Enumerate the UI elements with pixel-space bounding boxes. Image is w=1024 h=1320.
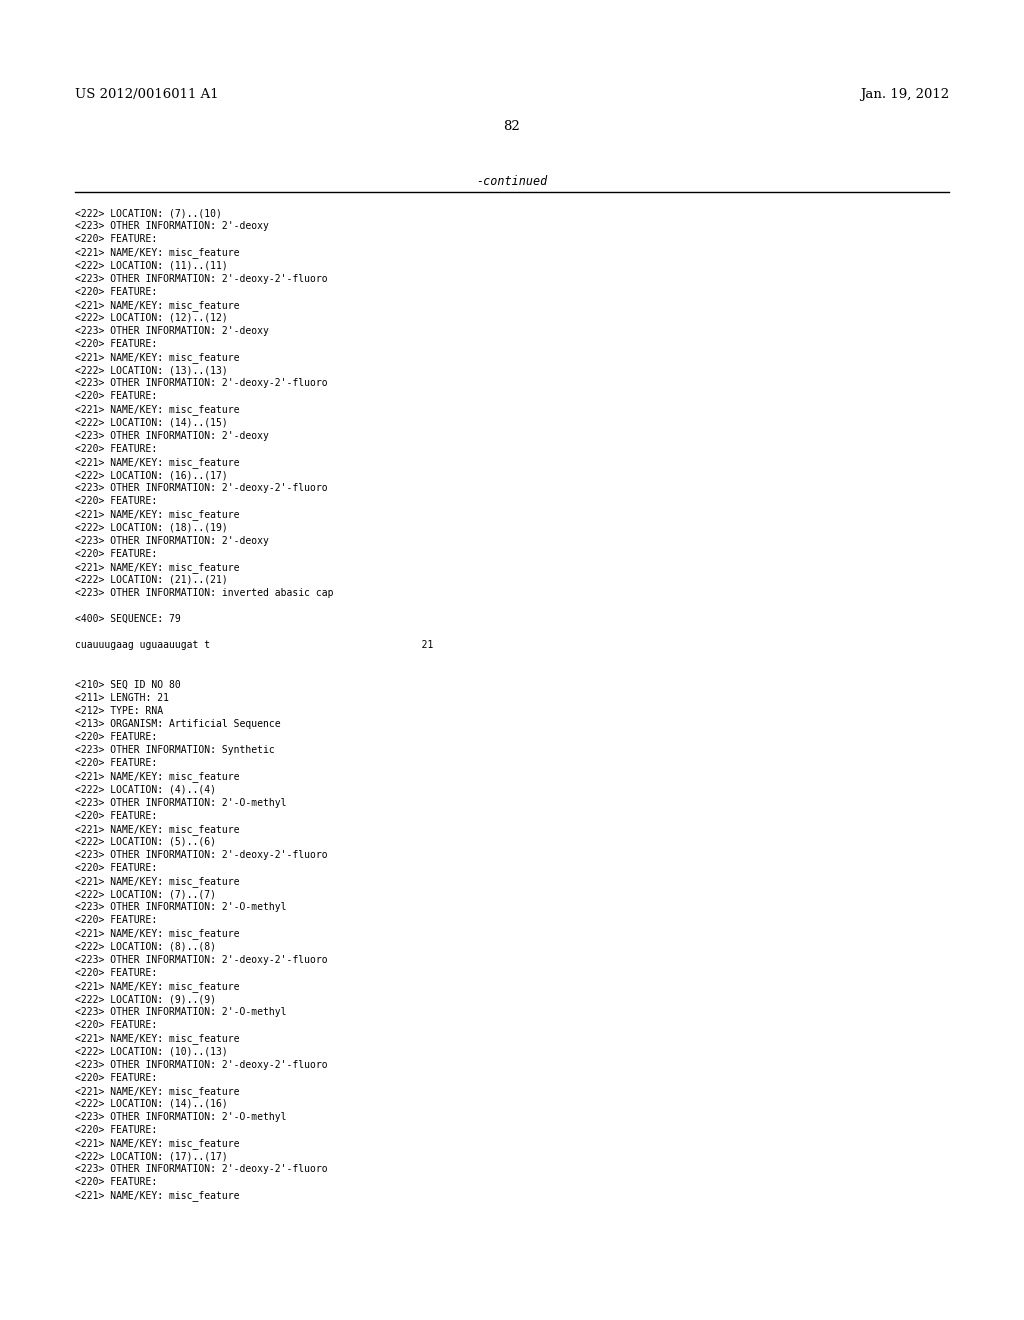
- Text: <222> LOCATION: (18)..(19): <222> LOCATION: (18)..(19): [75, 523, 227, 532]
- Text: <220> FEATURE:: <220> FEATURE:: [75, 810, 158, 821]
- Text: <212> TYPE: RNA: <212> TYPE: RNA: [75, 706, 163, 715]
- Text: <223> OTHER INFORMATION: inverted abasic cap: <223> OTHER INFORMATION: inverted abasic…: [75, 587, 334, 598]
- Text: <220> FEATURE:: <220> FEATURE:: [75, 234, 158, 244]
- Text: <223> OTHER INFORMATION: 2'-deoxy: <223> OTHER INFORMATION: 2'-deoxy: [75, 536, 269, 545]
- Text: <222> LOCATION: (16)..(17): <222> LOCATION: (16)..(17): [75, 470, 227, 480]
- Text: <223> OTHER INFORMATION: 2'-deoxy-2'-fluoro: <223> OTHER INFORMATION: 2'-deoxy-2'-flu…: [75, 1060, 328, 1069]
- Text: <220> FEATURE:: <220> FEATURE:: [75, 863, 158, 873]
- Text: <221> NAME/KEY: misc_feature: <221> NAME/KEY: misc_feature: [75, 510, 240, 520]
- Text: <223> OTHER INFORMATION: 2'-deoxy-2'-fluoro: <223> OTHER INFORMATION: 2'-deoxy-2'-flu…: [75, 850, 328, 859]
- Text: <223> OTHER INFORMATION: 2'-deoxy-2'-fluoro: <223> OTHER INFORMATION: 2'-deoxy-2'-flu…: [75, 273, 328, 284]
- Text: <220> FEATURE:: <220> FEATURE:: [75, 549, 158, 558]
- Text: Jan. 19, 2012: Jan. 19, 2012: [860, 88, 949, 102]
- Text: <223> OTHER INFORMATION: 2'-deoxy-2'-fluoro: <223> OTHER INFORMATION: 2'-deoxy-2'-flu…: [75, 1164, 328, 1175]
- Text: US 2012/0016011 A1: US 2012/0016011 A1: [75, 88, 219, 102]
- Text: <220> FEATURE:: <220> FEATURE:: [75, 496, 158, 506]
- Text: <221> NAME/KEY: misc_feature: <221> NAME/KEY: misc_feature: [75, 457, 240, 467]
- Text: <222> LOCATION: (10)..(13): <222> LOCATION: (10)..(13): [75, 1047, 227, 1056]
- Text: 82: 82: [504, 120, 520, 133]
- Text: <223> OTHER INFORMATION: Synthetic: <223> OTHER INFORMATION: Synthetic: [75, 744, 274, 755]
- Text: <220> FEATURE:: <220> FEATURE:: [75, 1073, 158, 1082]
- Text: <223> OTHER INFORMATION: 2'-O-methyl: <223> OTHER INFORMATION: 2'-O-methyl: [75, 903, 287, 912]
- Text: <221> NAME/KEY: misc_feature: <221> NAME/KEY: misc_feature: [75, 928, 240, 940]
- Text: <222> LOCATION: (5)..(6): <222> LOCATION: (5)..(6): [75, 837, 216, 847]
- Text: <220> FEATURE:: <220> FEATURE:: [75, 915, 158, 925]
- Text: <222> LOCATION: (7)..(7): <222> LOCATION: (7)..(7): [75, 890, 216, 899]
- Text: <220> FEATURE:: <220> FEATURE:: [75, 733, 158, 742]
- Text: -continued: -continued: [476, 176, 548, 187]
- Text: <222> LOCATION: (17)..(17): <222> LOCATION: (17)..(17): [75, 1151, 227, 1162]
- Text: <222> LOCATION: (14)..(15): <222> LOCATION: (14)..(15): [75, 417, 227, 428]
- Text: <221> NAME/KEY: misc_feature: <221> NAME/KEY: misc_feature: [75, 876, 240, 887]
- Text: <222> LOCATION: (11)..(11): <222> LOCATION: (11)..(11): [75, 260, 227, 271]
- Text: <221> NAME/KEY: misc_feature: <221> NAME/KEY: misc_feature: [75, 404, 240, 416]
- Text: <220> FEATURE:: <220> FEATURE:: [75, 286, 158, 297]
- Text: <223> OTHER INFORMATION: 2'-deoxy: <223> OTHER INFORMATION: 2'-deoxy: [75, 430, 269, 441]
- Text: <221> NAME/KEY: misc_feature: <221> NAME/KEY: misc_feature: [75, 1191, 240, 1201]
- Text: cuauuugaag uguaauugat t                                    21: cuauuugaag uguaauugat t 21: [75, 640, 433, 651]
- Text: <210> SEQ ID NO 80: <210> SEQ ID NO 80: [75, 680, 181, 689]
- Text: <221> NAME/KEY: misc_feature: <221> NAME/KEY: misc_feature: [75, 824, 240, 834]
- Text: <222> LOCATION: (13)..(13): <222> LOCATION: (13)..(13): [75, 366, 227, 375]
- Text: <223> OTHER INFORMATION: 2'-deoxy: <223> OTHER INFORMATION: 2'-deoxy: [75, 220, 269, 231]
- Text: <400> SEQUENCE: 79: <400> SEQUENCE: 79: [75, 614, 181, 624]
- Text: <222> LOCATION: (21)..(21): <222> LOCATION: (21)..(21): [75, 574, 227, 585]
- Text: <223> OTHER INFORMATION: 2'-deoxy-2'-fluoro: <223> OTHER INFORMATION: 2'-deoxy-2'-flu…: [75, 954, 328, 965]
- Text: <220> FEATURE:: <220> FEATURE:: [75, 1125, 158, 1135]
- Text: <220> FEATURE:: <220> FEATURE:: [75, 968, 158, 978]
- Text: <220> FEATURE:: <220> FEATURE:: [75, 339, 158, 348]
- Text: <223> OTHER INFORMATION: 2'-O-methyl: <223> OTHER INFORMATION: 2'-O-methyl: [75, 1007, 287, 1018]
- Text: <221> NAME/KEY: misc_feature: <221> NAME/KEY: misc_feature: [75, 1138, 240, 1148]
- Text: <221> NAME/KEY: misc_feature: <221> NAME/KEY: misc_feature: [75, 562, 240, 573]
- Text: <220> FEATURE:: <220> FEATURE:: [75, 1177, 158, 1188]
- Text: <221> NAME/KEY: misc_feature: <221> NAME/KEY: misc_feature: [75, 300, 240, 310]
- Text: <223> OTHER INFORMATION: 2'-O-methyl: <223> OTHER INFORMATION: 2'-O-methyl: [75, 1111, 287, 1122]
- Text: <221> NAME/KEY: misc_feature: <221> NAME/KEY: misc_feature: [75, 247, 240, 259]
- Text: <220> FEATURE:: <220> FEATURE:: [75, 758, 158, 768]
- Text: <220> FEATURE:: <220> FEATURE:: [75, 444, 158, 454]
- Text: <211> LENGTH: 21: <211> LENGTH: 21: [75, 693, 169, 702]
- Text: <221> NAME/KEY: misc_feature: <221> NAME/KEY: misc_feature: [75, 352, 240, 363]
- Text: <221> NAME/KEY: misc_feature: <221> NAME/KEY: misc_feature: [75, 981, 240, 991]
- Text: <220> FEATURE:: <220> FEATURE:: [75, 1020, 158, 1030]
- Text: <221> NAME/KEY: misc_feature: <221> NAME/KEY: misc_feature: [75, 771, 240, 783]
- Text: <220> FEATURE:: <220> FEATURE:: [75, 392, 158, 401]
- Text: <221> NAME/KEY: misc_feature: <221> NAME/KEY: misc_feature: [75, 1034, 240, 1044]
- Text: <222> LOCATION: (12)..(12): <222> LOCATION: (12)..(12): [75, 313, 227, 323]
- Text: <222> LOCATION: (4)..(4): <222> LOCATION: (4)..(4): [75, 784, 216, 795]
- Text: <223> OTHER INFORMATION: 2'-deoxy-2'-fluoro: <223> OTHER INFORMATION: 2'-deoxy-2'-flu…: [75, 379, 328, 388]
- Text: <223> OTHER INFORMATION: 2'-deoxy-2'-fluoro: <223> OTHER INFORMATION: 2'-deoxy-2'-flu…: [75, 483, 328, 494]
- Text: <223> OTHER INFORMATION: 2'-deoxy: <223> OTHER INFORMATION: 2'-deoxy: [75, 326, 269, 335]
- Text: <213> ORGANISM: Artificial Sequence: <213> ORGANISM: Artificial Sequence: [75, 719, 281, 729]
- Text: <222> LOCATION: (14)..(16): <222> LOCATION: (14)..(16): [75, 1098, 227, 1109]
- Text: <221> NAME/KEY: misc_feature: <221> NAME/KEY: misc_feature: [75, 1085, 240, 1097]
- Text: <222> LOCATION: (9)..(9): <222> LOCATION: (9)..(9): [75, 994, 216, 1005]
- Text: <222> LOCATION: (7)..(10): <222> LOCATION: (7)..(10): [75, 209, 222, 218]
- Text: <222> LOCATION: (8)..(8): <222> LOCATION: (8)..(8): [75, 941, 216, 952]
- Text: <223> OTHER INFORMATION: 2'-O-methyl: <223> OTHER INFORMATION: 2'-O-methyl: [75, 797, 287, 808]
